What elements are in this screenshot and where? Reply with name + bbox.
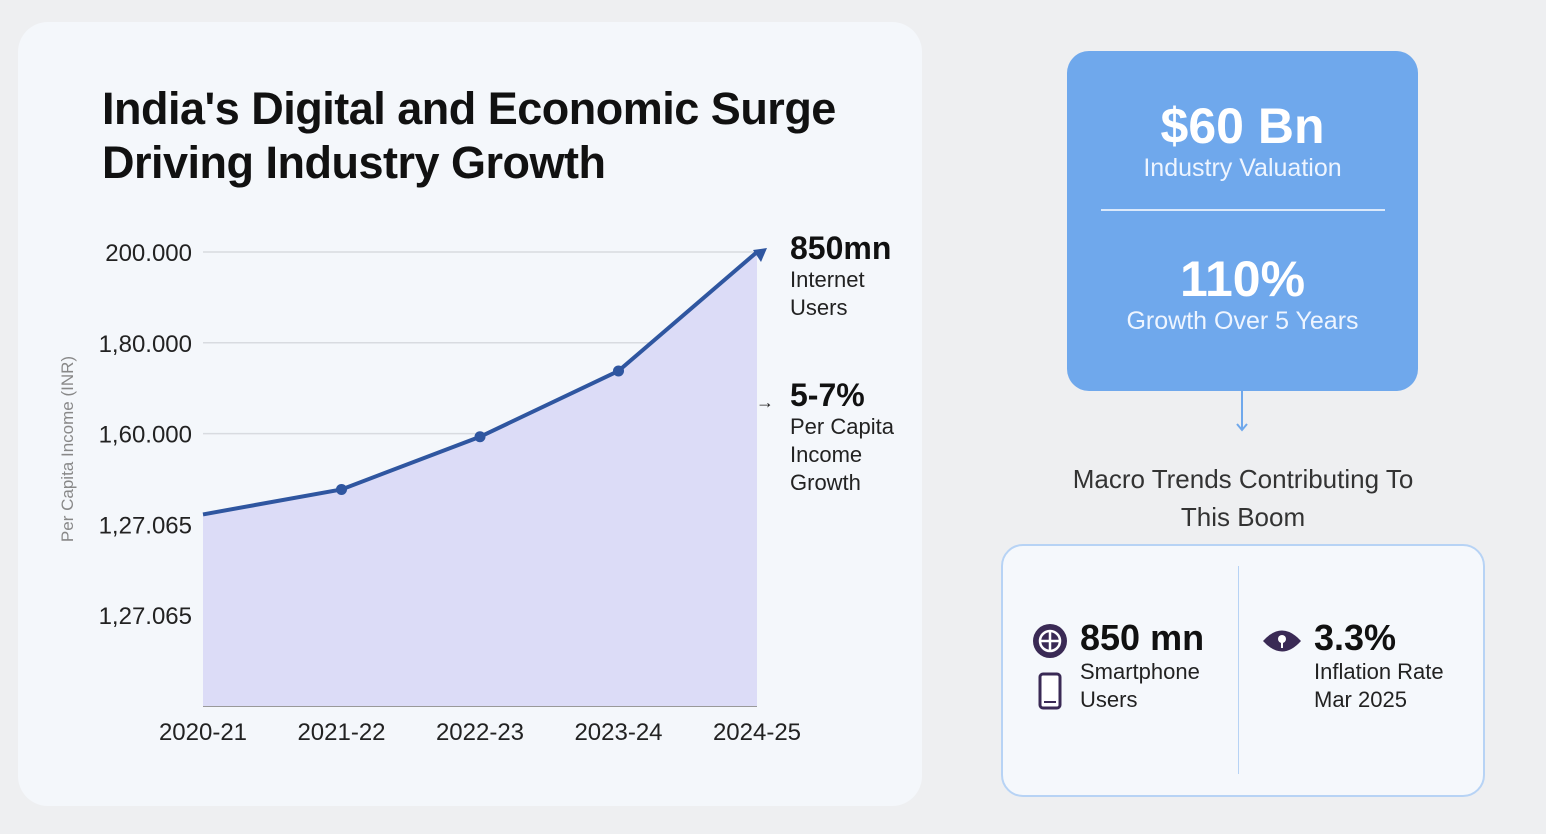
chart-title: India's Digital and Economic Surge Drivi… [102,82,836,190]
income-label-3: Growth [790,470,861,495]
inflation-stat: 3.3% Inflation Rate Mar 2025 [1314,618,1444,714]
valuation-value: $60 Bn [1160,98,1325,154]
data-point [336,483,347,495]
inflation-label: Inflation Rate [1314,659,1444,684]
stats-divider [1238,566,1239,774]
smartphone-label-2: Users [1080,687,1138,712]
income-label: Per Capita [790,414,894,439]
x-tick-label: 2024-25 [713,719,801,746]
macro-stats-box: 850 mn Smartphone Users 3.3% Inflation R… [1001,544,1485,797]
growth-value: 110% [1179,251,1306,307]
inflation-label-2: Mar 2025 [1314,687,1407,712]
y-tick-label: 200.000 [105,240,192,267]
smartphone-stat: 850 mn Smartphone Users [1080,618,1204,714]
inflation-value: 3.3% [1314,617,1397,658]
macro-trends-heading: Macro Trends Contributing To This Boom [1000,460,1486,536]
valuation-card: $60 Bn Industry Valuation 110% Growth Ov… [1067,51,1418,391]
eye-icon [1263,630,1301,652]
macro-line-1: Macro Trends Contributing To [1072,464,1414,494]
line-chart: 200.0001,80.0001,60.0001,27.0651,27.065 … [58,240,801,746]
x-tick-label: 2022-23 [436,719,524,746]
arrow-icon: → [756,392,774,412]
smartphone-label: Smartphone [1080,659,1200,684]
y-axis-label: Per Capita Income (INR) [58,356,77,542]
arrowhead-icon [753,248,767,262]
globe-icon [1033,624,1067,658]
income-label-2: Income [790,442,863,467]
y-tick-label: 1,80.000 [99,331,192,358]
internet-value: 850mn [790,230,892,266]
x-tick-label: 2020-21 [159,719,247,746]
internet-annotation: 850mn Internet Users [790,230,891,322]
internet-label: Internet [790,267,865,292]
y-tick-label: 1,27.065 [99,512,192,539]
x-tick-label: 2021-22 [297,719,385,746]
title-line-1: India's Digital and Economic Surge [102,83,836,134]
area-fill [203,252,757,706]
smartphone-value: 850 mn [1080,617,1205,658]
growth-label: Growth Over 5 Years [1126,307,1359,335]
title-line-2: Driving Industry Growth [102,137,606,188]
income-annotation: 5-7% Per Capita Income Growth [790,377,894,497]
valuation-label: Industry Valuation [1143,154,1342,182]
macro-line-2: This Boom [1180,502,1306,532]
internet-label-2: Users [790,295,848,320]
valuation-divider [1100,209,1385,211]
down-arrow-icon [1236,391,1248,432]
data-point [613,365,624,377]
data-point [474,431,486,443]
y-tick-label: 1,60.000 [99,422,192,449]
x-tick-label: 2023-24 [574,719,662,746]
y-tick-label: 1,27.065 [99,603,192,630]
income-value: 5-7% [790,377,865,413]
smartphone-icon [1038,672,1062,710]
